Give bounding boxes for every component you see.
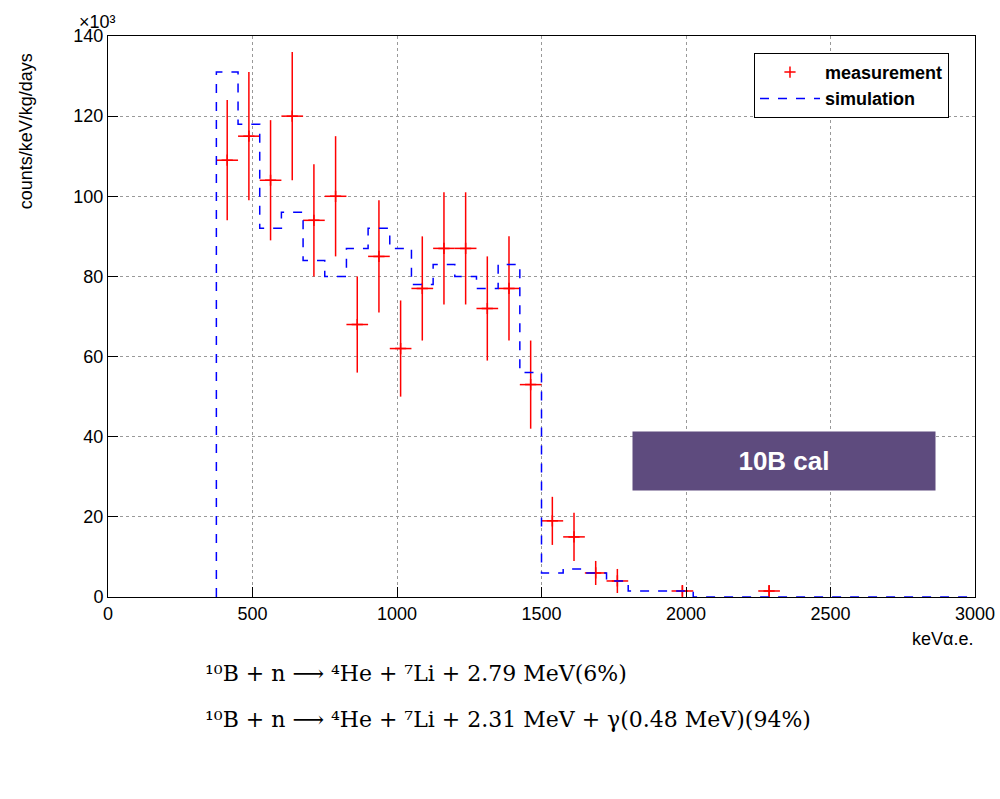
svg-text:measurement: measurement bbox=[825, 63, 942, 83]
svg-text:0: 0 bbox=[103, 604, 113, 624]
svg-text:40: 40 bbox=[83, 427, 103, 447]
svg-text:2500: 2500 bbox=[810, 604, 850, 624]
svg-text:10B cal: 10B cal bbox=[738, 446, 829, 476]
svg-text:2000: 2000 bbox=[666, 604, 706, 624]
svg-text:×10³: ×10³ bbox=[79, 12, 116, 32]
svg-text:1000: 1000 bbox=[377, 604, 417, 624]
svg-text:0: 0 bbox=[93, 587, 103, 607]
svg-text:3000: 3000 bbox=[955, 604, 995, 624]
svg-text:120: 120 bbox=[73, 106, 103, 126]
svg-text:keVα.e.: keVα.e. bbox=[912, 629, 973, 649]
svg-text:1500: 1500 bbox=[521, 604, 561, 624]
svg-text:140: 140 bbox=[73, 26, 103, 46]
svg-text:100: 100 bbox=[73, 187, 103, 207]
svg-text:80: 80 bbox=[83, 267, 103, 287]
svg-text:simulation: simulation bbox=[825, 89, 915, 109]
svg-text:60: 60 bbox=[83, 347, 103, 367]
svg-text:20: 20 bbox=[83, 507, 103, 527]
svg-text:counts/keV/kg/days: counts/keV/kg/days bbox=[16, 53, 36, 209]
svg-text:¹⁰B + n ⟶ ⁴He + ⁷Li + 2.31 MeV: ¹⁰B + n ⟶ ⁴He + ⁷Li + 2.31 MeV + γ(0.48 … bbox=[205, 707, 811, 732]
svg-text:¹⁰B + n ⟶ ⁴He + ⁷Li + 2.79 MeV: ¹⁰B + n ⟶ ⁴He + ⁷Li + 2.79 MeV(6%) bbox=[205, 661, 627, 686]
svg-text:500: 500 bbox=[237, 604, 267, 624]
